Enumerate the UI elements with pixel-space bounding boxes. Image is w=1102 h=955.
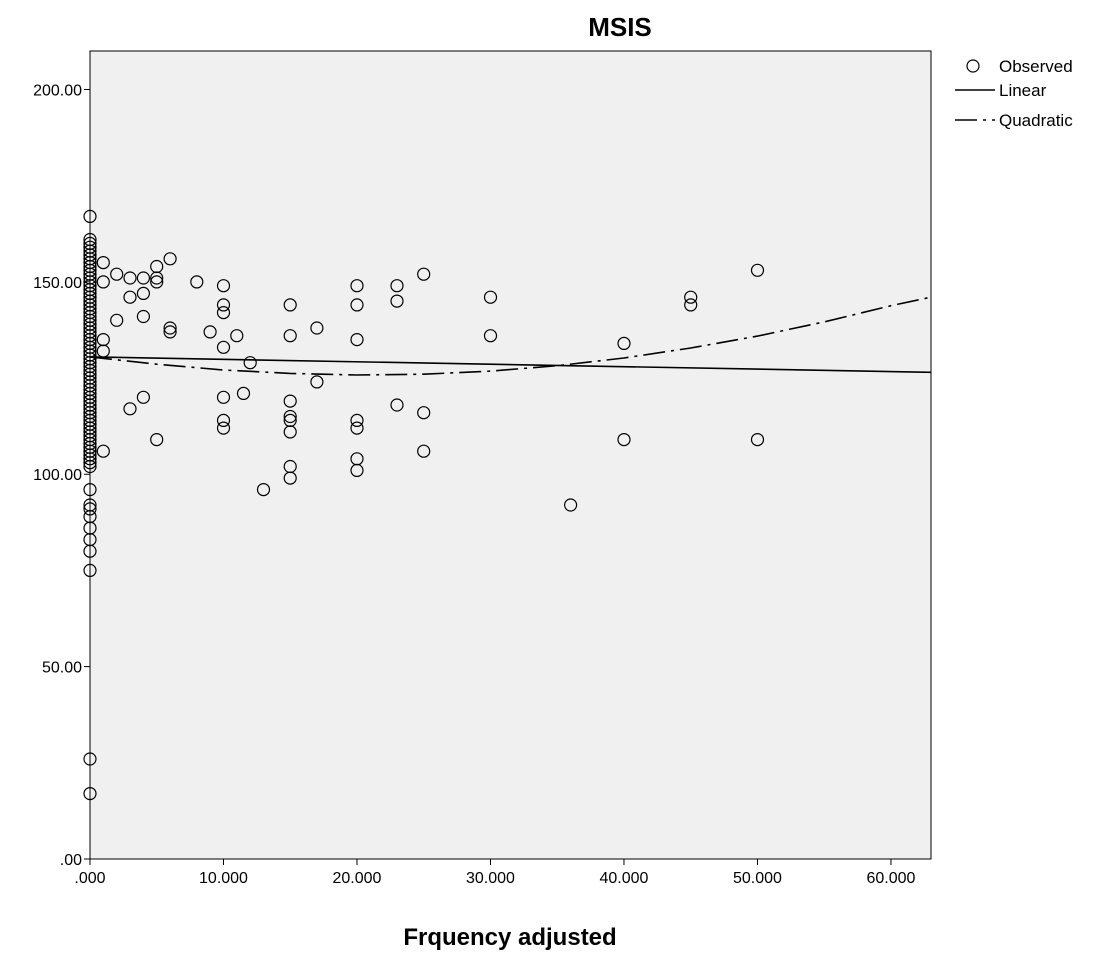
- observed-point: [216, 306, 231, 320]
- observed-point: [283, 329, 297, 343]
- observed-point: [483, 329, 498, 343]
- observed-point: [310, 375, 324, 389]
- observed-point: [283, 298, 297, 312]
- observed-point: [150, 433, 164, 447]
- y-tick-label: 50.00: [42, 660, 82, 677]
- observed-point: [163, 321, 177, 335]
- observed-point: [83, 456, 97, 470]
- observed-point: [350, 413, 364, 427]
- observed-point: [83, 752, 97, 766]
- observed-point: [390, 398, 404, 412]
- legend-marker-observed: [966, 59, 980, 73]
- observed-point: [123, 402, 137, 416]
- observed-point: [283, 425, 297, 439]
- observed-point: [96, 275, 110, 289]
- axes: .000 10.000 20.000 30.000 40.000 50.000 60.000…: [33, 50, 932, 887]
- observed-point: [150, 275, 164, 289]
- observed-point: [350, 333, 364, 347]
- observed-point: [350, 463, 364, 477]
- x-tick-label: 30.000: [466, 870, 515, 887]
- observed-point: [350, 421, 364, 435]
- observed-point: [83, 452, 97, 466]
- y-tick-label: 200.00: [33, 82, 82, 99]
- observed-point: [83, 483, 97, 497]
- plot-frame: [89, 50, 932, 860]
- observed-point: [216, 390, 231, 404]
- x-tick-label: 10.000: [199, 870, 248, 887]
- observed-point: [83, 502, 97, 516]
- observed-point: [256, 483, 271, 497]
- observed-point: [350, 279, 364, 293]
- observed-points: [83, 209, 765, 801]
- observed-point: [617, 433, 631, 447]
- observed-point: [190, 275, 204, 289]
- observed-point: [310, 321, 324, 335]
- legend-label: Linear: [999, 81, 1047, 100]
- observed-point: [96, 444, 110, 458]
- observed-point: [750, 433, 765, 447]
- observed-point: [136, 309, 150, 324]
- x-axis-label: Frquency adjusted: [403, 924, 616, 951]
- observed-point: [136, 271, 150, 285]
- observed-point: [283, 409, 297, 424]
- observed-point: [216, 340, 231, 354]
- observed-point: [216, 421, 231, 435]
- observed-point: [283, 471, 297, 485]
- observed-point: [390, 279, 404, 293]
- observed-point: [83, 786, 97, 801]
- observed-point: [350, 298, 364, 312]
- observed-point: [96, 344, 110, 358]
- observed-point: [417, 444, 431, 458]
- observed-point: [684, 298, 698, 312]
- observed-point: [83, 544, 97, 558]
- observed-point: [136, 390, 150, 404]
- observed-point: [483, 290, 498, 304]
- observed-point: [136, 286, 150, 300]
- observed-point: [216, 413, 231, 427]
- x-tick-label: 60.000: [866, 870, 915, 887]
- legend-label: Quadratic: [999, 111, 1073, 130]
- observed-point: [216, 279, 231, 293]
- observed-point: [83, 563, 97, 578]
- observed-point: [110, 313, 124, 327]
- plot-area: [90, 51, 931, 859]
- observed-point: [150, 271, 164, 285]
- observed-point: [110, 267, 124, 281]
- observed-point: [83, 459, 97, 474]
- legend: Observed Linear Quadratic: [955, 57, 1073, 130]
- observed-point: [123, 271, 137, 285]
- observed-point: [236, 386, 251, 400]
- y-tick-label: 100.00: [33, 467, 82, 484]
- x-tick-label: 20.000: [333, 870, 382, 887]
- observed-point: [283, 394, 297, 408]
- observed-point: [96, 256, 110, 270]
- linear-fit-line: [89, 356, 932, 374]
- observed-point: [390, 294, 404, 308]
- y-tick-label: 150.00: [33, 275, 82, 292]
- observed-point: [243, 356, 257, 370]
- fit-lines: [89, 296, 932, 376]
- observed-point: [563, 498, 578, 512]
- x-tick-label: 40.000: [599, 870, 648, 887]
- observed-point: [417, 406, 431, 420]
- legend-label: Observed: [999, 57, 1073, 76]
- observed-point: [417, 267, 431, 281]
- x-tick-label: 50.000: [733, 870, 782, 887]
- x-tick-label: .000: [74, 870, 105, 887]
- observed-point: [230, 329, 244, 343]
- observed-point: [617, 336, 631, 350]
- observed-point: [684, 290, 698, 304]
- observed-point: [203, 325, 217, 339]
- observed-point: [123, 290, 137, 304]
- observed-point: [163, 252, 177, 266]
- chart-title: MSIS: [588, 12, 652, 42]
- observed-point: [216, 298, 231, 312]
- observed-point: [163, 325, 177, 339]
- observed-point: [83, 209, 97, 223]
- y-tick-label: .00: [60, 852, 82, 869]
- observed-point: [750, 263, 765, 277]
